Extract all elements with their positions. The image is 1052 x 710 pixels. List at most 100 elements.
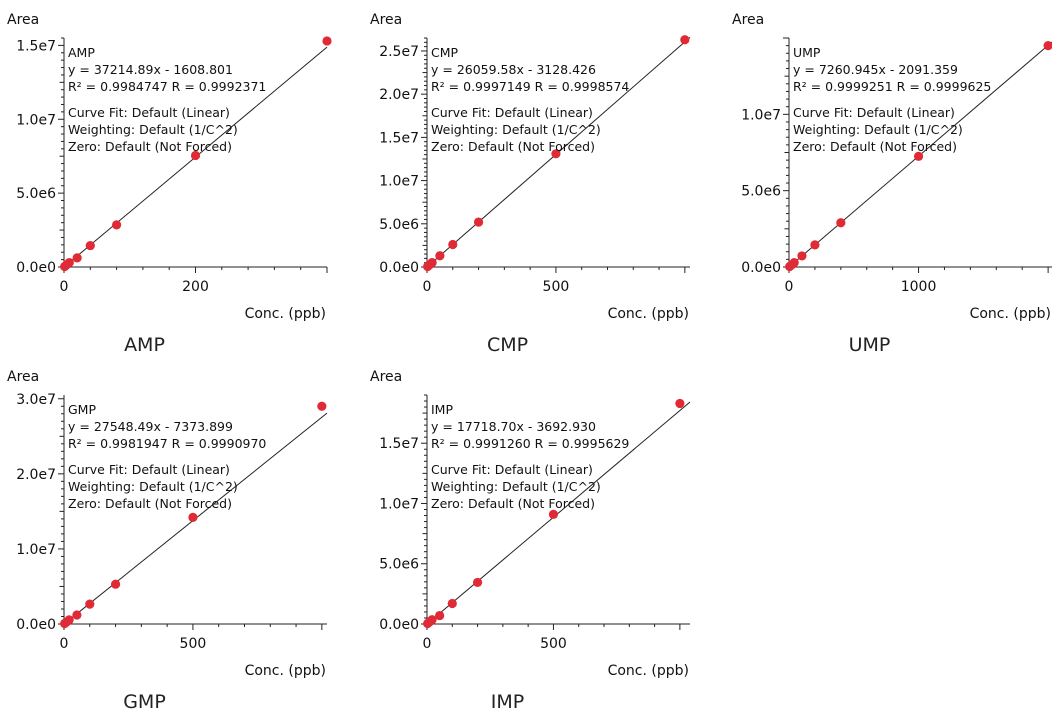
y-tick-label: 1.0e7 (741, 107, 781, 123)
annotation-line: Weighting: Default (1/C^2) (793, 122, 963, 137)
y-tick-label: 2.0e7 (16, 467, 56, 483)
y-tick-label: 3.0e7 (16, 392, 56, 408)
annotation-line: Curve Fit: Default (Linear) (68, 462, 230, 477)
y-axis-label: Area (7, 369, 39, 385)
y-axis-label: Area (370, 369, 402, 385)
annotation-compound: GMP (68, 402, 96, 417)
annotation-compound: CMP (431, 45, 459, 60)
y-tick-label: 2.0e7 (379, 87, 419, 103)
annotation-line: y = 26059.58x - 3128.426 (431, 62, 596, 77)
data-point (72, 610, 82, 620)
annotation-line: Curve Fit: Default (Linear) (431, 462, 593, 477)
x-axis-label: Conc. (ppb) (245, 306, 326, 322)
data-point (190, 150, 201, 161)
y-tick-label: 1.0e7 (379, 174, 419, 190)
panel-title: GMP (123, 691, 166, 710)
x-tick-label: 500 (540, 636, 567, 652)
data-point (1043, 41, 1052, 51)
data-point (473, 217, 484, 227)
chart-panel-amp: Area 0.0e0 5.0e6 1.0e7 1.5e7 0 200 Conc. (ppb) A… (7, 12, 332, 356)
y-tick-label: 1.5e7 (379, 130, 419, 146)
x-axis-label: Conc. (ppb) (245, 663, 326, 679)
data-point (72, 253, 82, 263)
y-axis-label: Area (732, 12, 764, 28)
x-tick-label: 1000 (901, 279, 937, 295)
y-axis-label: Area (7, 12, 39, 28)
x-tick-label: 500 (180, 636, 207, 652)
annotation-line: R² = 0.9984747 R = 0.9992371 (68, 79, 266, 94)
chart-panel-imp: Area 0.0e0 5.0e6 1.0e7 1.5e7 0 500 Conc. (ppb) I… (370, 369, 691, 710)
annotation-line: Zero: Default (Not Forced) (68, 496, 232, 511)
y-tick-label: 5.0e6 (379, 217, 419, 233)
y-tick-label: 5.0e6 (16, 186, 56, 202)
annotation-line: R² = 0.9981947 R = 0.9990970 (68, 436, 266, 451)
annotation-line: Zero: Default (Not Forced) (431, 496, 595, 511)
data-point (427, 615, 437, 625)
y-tick-label: 1.0e7 (16, 542, 56, 558)
annotation-line: R² = 0.9997149 R = 0.9998574 (431, 79, 629, 94)
annotation-line: Curve Fit: Default (Linear) (793, 105, 955, 120)
annotation-line: y = 7260.945x - 2091.359 (793, 62, 958, 77)
data-point (551, 149, 561, 159)
fit-line (426, 401, 691, 625)
panel-title: IMP (491, 691, 524, 710)
x-tick-label: 0 (423, 636, 432, 652)
data-point (112, 220, 122, 230)
annotation-line: Zero: Default (Not Forced) (431, 139, 595, 154)
panel-title: UMP (849, 334, 891, 356)
data-point (427, 257, 437, 268)
data-point (797, 251, 807, 261)
x-tick-label: 0 (423, 279, 432, 295)
x-tick-label: 0 (60, 279, 69, 295)
panel-title: CMP (487, 334, 528, 356)
annotation-line: y = 17718.70x - 3692.930 (431, 419, 596, 434)
data-point (836, 218, 846, 228)
chart-panel-gmp: Area 0.0e0 1.0e7 2.0e7 3.0e7 0 500 Conc. (ppb) G… (7, 369, 328, 710)
data-point (789, 258, 799, 268)
y-tick-label: 5.0e6 (379, 557, 419, 573)
data-point (472, 577, 483, 588)
data-point (448, 239, 458, 250)
y-tick-label: 2.5e7 (379, 44, 419, 60)
x-axis-label: Conc. (ppb) (608, 306, 689, 322)
annotation-compound: AMP (68, 45, 95, 60)
data-point (85, 599, 95, 609)
annotation-line: Weighting: Default (1/C^2) (431, 479, 601, 494)
data-point (322, 36, 332, 46)
x-tick-label: 0 (785, 279, 794, 295)
y-tick-label: 5.0e6 (741, 184, 781, 200)
data-point (64, 615, 74, 625)
data-point (675, 398, 685, 409)
annotation-line: Curve Fit: Default (Linear) (431, 105, 593, 120)
y-tick-label: 1.5e7 (379, 436, 419, 452)
y-tick-label: 0.0e0 (16, 260, 56, 276)
annotation-line: Curve Fit: Default (Linear) (68, 105, 230, 120)
data-point (110, 579, 121, 589)
annotation-compound: IMP (431, 402, 453, 417)
data-point (447, 598, 457, 609)
data-point (64, 257, 74, 268)
data-point (680, 35, 690, 45)
data-point (435, 251, 445, 261)
x-tick-label: 200 (182, 279, 209, 295)
data-point (548, 509, 559, 519)
data-point (913, 151, 924, 161)
panel-title: AMP (124, 334, 165, 356)
data-point (317, 401, 327, 411)
annotation-line: y = 27548.49x - 7373.899 (68, 419, 233, 434)
y-tick-label: 1.0e7 (379, 496, 419, 512)
data-point (188, 512, 198, 522)
annotation-compound: UMP (793, 45, 821, 60)
annotation-line: Weighting: Default (1/C^2) (68, 122, 238, 137)
annotation-line: R² = 0.9999251 R = 0.9999625 (793, 79, 991, 94)
annotation-line: Zero: Default (Not Forced) (68, 139, 232, 154)
x-axis-label: Conc. (ppb) (608, 663, 689, 679)
data-point (810, 240, 820, 250)
annotation-line: Weighting: Default (1/C^2) (431, 122, 601, 137)
data-point (435, 610, 445, 621)
y-tick-label: 0.0e0 (379, 617, 419, 633)
x-tick-label: 0 (60, 636, 69, 652)
y-axis-label: Area (370, 12, 402, 28)
chart-panel-ump: Area 0.0e0 5.0e6 1.0e7 0 1000 Conc. (ppb) UMP y … (732, 12, 1052, 356)
